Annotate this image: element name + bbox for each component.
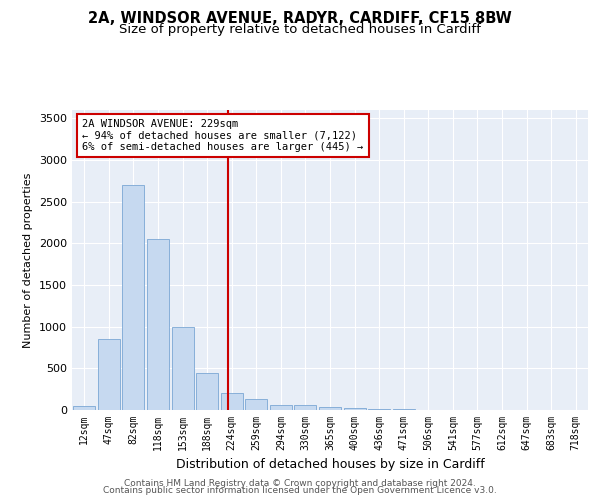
Bar (122, 185, 145, 410)
X-axis label: Distribution of detached houses by size in Cardiff: Distribution of detached houses by size … (176, 458, 484, 471)
Bar (295, 406, 316, 410)
Bar (245, 399, 268, 410)
Bar (270, 404, 292, 410)
Bar (73, 406, 95, 410)
Text: Size of property relative to detached houses in Cardiff: Size of property relative to detached ho… (119, 22, 481, 36)
Bar (344, 408, 365, 410)
Bar (319, 406, 341, 410)
Bar (196, 372, 218, 410)
Text: Contains HM Land Registry data © Crown copyright and database right 2024.: Contains HM Land Registry data © Crown c… (124, 478, 476, 488)
Bar (172, 326, 194, 410)
Bar (221, 394, 243, 410)
Bar (147, 239, 169, 410)
Bar (368, 409, 390, 410)
Y-axis label: Number of detached properties: Number of detached properties (23, 172, 34, 348)
Text: Contains public sector information licensed under the Open Government Licence v3: Contains public sector information licen… (103, 486, 497, 495)
Bar (98, 339, 120, 410)
Bar (392, 409, 415, 410)
Text: 2A WINDSOR AVENUE: 229sqm
← 94% of detached houses are smaller (7,122)
6% of sem: 2A WINDSOR AVENUE: 229sqm ← 94% of detac… (82, 119, 364, 152)
Text: 2A, WINDSOR AVENUE, RADYR, CARDIFF, CF15 8BW: 2A, WINDSOR AVENUE, RADYR, CARDIFF, CF15… (88, 11, 512, 26)
